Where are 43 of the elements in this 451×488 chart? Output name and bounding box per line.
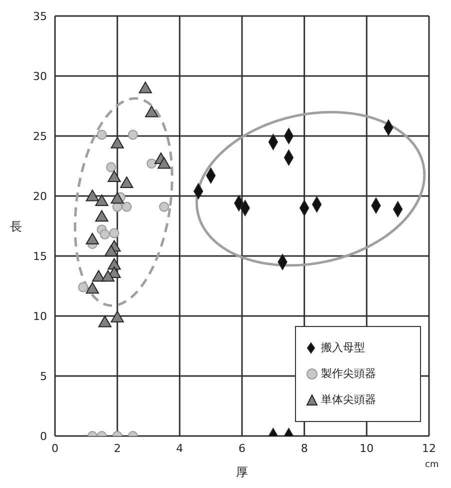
point: [106, 162, 116, 172]
text: cm: [425, 460, 439, 470]
x-tick-label: 8: [300, 442, 308, 455]
point: [78, 282, 88, 292]
point: [128, 130, 138, 140]
y-tick-label: 5: [40, 370, 47, 383]
y-tick-label: 35: [33, 10, 47, 23]
point: [86, 190, 99, 202]
point: [98, 316, 112, 328]
y-tick-label: 30: [33, 70, 47, 83]
y-tick-label: 20: [33, 190, 47, 203]
x-tick-label: 4: [176, 442, 184, 455]
legend-label: 単体尖頭器: [321, 392, 376, 408]
legend-label: 製作尖頭器: [321, 366, 376, 382]
legend-label: 搬入母型: [321, 340, 365, 356]
x-tick-label: 0: [52, 442, 58, 455]
point: [120, 176, 134, 188]
x-tick-label: 12: [422, 442, 436, 455]
x-tick-label: 6: [238, 442, 246, 455]
point: [110, 310, 124, 322]
point: [100, 229, 110, 240]
y-tick-label: 10: [33, 310, 47, 323]
x-axis-title: 厚: [236, 465, 248, 479]
y-tick-label: 25: [33, 130, 47, 143]
y-axis-title: 長: [10, 219, 22, 234]
point: [146, 158, 157, 169]
x-tick-label: 2: [114, 442, 121, 455]
y-tick-label: 15: [33, 250, 47, 263]
point: [104, 244, 118, 256]
point: [108, 258, 121, 270]
point: [95, 210, 108, 222]
point: [109, 228, 120, 238]
point: [108, 170, 121, 182]
point: [96, 130, 107, 140]
point: [95, 194, 108, 206]
point: [101, 270, 115, 282]
point: [110, 192, 124, 204]
y-tick-label: 0: [40, 430, 47, 443]
point: [122, 202, 132, 212]
x-tick-label: 10: [360, 442, 374, 455]
point: [86, 232, 99, 244]
point: [86, 282, 99, 294]
point: [159, 202, 170, 212]
